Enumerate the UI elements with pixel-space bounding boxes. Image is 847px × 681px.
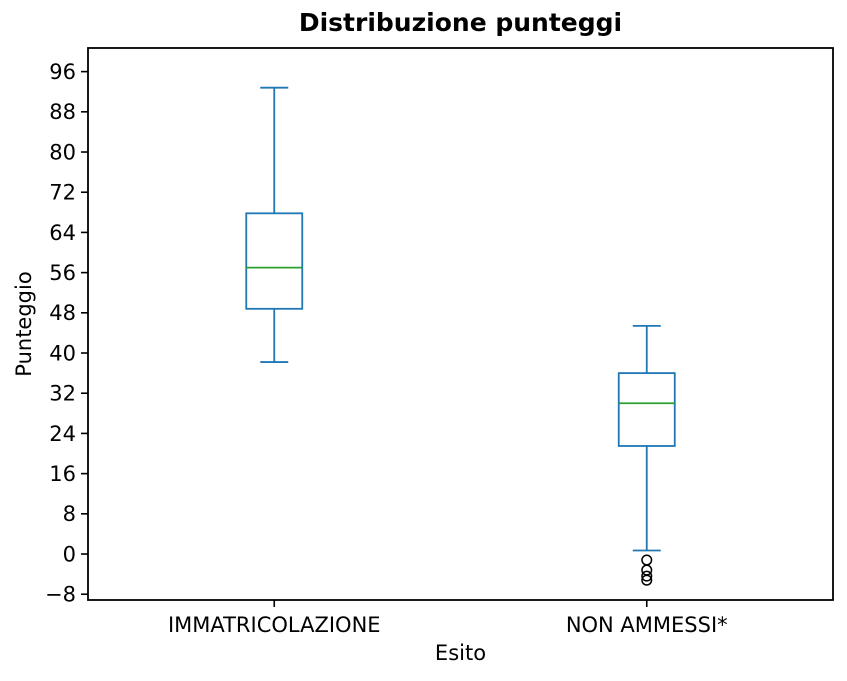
- outlier-marker: [641, 574, 653, 586]
- y-tick-label: −8: [45, 583, 76, 607]
- y-tick-label: 40: [49, 341, 76, 365]
- y-tick-label: 80: [49, 140, 76, 164]
- outlier-marker: [641, 554, 653, 566]
- y-tick-label: 8: [63, 502, 76, 526]
- box: [617, 372, 676, 447]
- y-tick-label: 48: [49, 301, 76, 325]
- y-tick-label: 32: [49, 382, 76, 406]
- x-tick-label: NON AMMESSI*: [566, 613, 728, 637]
- x-tick-label: IMMATRICOLAZIONE: [168, 613, 381, 637]
- y-tick-label: 88: [49, 100, 76, 124]
- y-tick-label: 72: [49, 181, 76, 205]
- plot-border: [87, 47, 834, 601]
- y-tick-label: 96: [49, 60, 76, 84]
- y-tick-label: 64: [49, 221, 76, 245]
- x-axis-label: Esito: [434, 641, 487, 665]
- outlier-marker: [641, 570, 653, 582]
- y-tick-label: 56: [49, 261, 76, 285]
- y-tick-label: 24: [49, 422, 76, 446]
- y-tick-label: 16: [49, 462, 76, 486]
- y-tick-label: 0: [63, 542, 76, 566]
- chart-title: Distribuzione punteggi: [298, 8, 623, 37]
- box: [245, 212, 304, 310]
